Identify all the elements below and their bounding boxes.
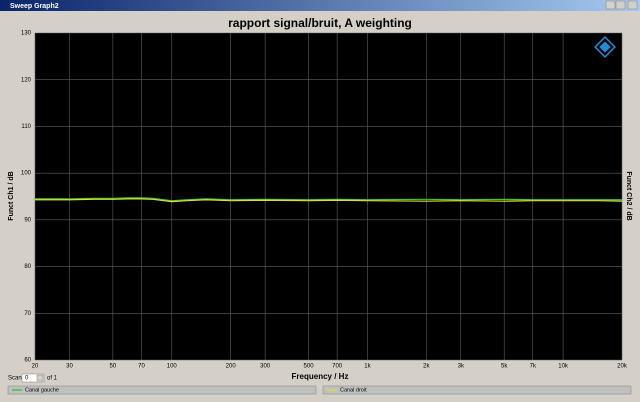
x-tick-label: 70 [138, 364, 145, 370]
x-tick-label: 30 [66, 364, 73, 370]
scan-value: 0 [25, 376, 29, 382]
legend-label: Canal droit [340, 387, 367, 393]
minimize-button[interactable] [605, 0, 616, 10]
legend-label: Canal gauche [25, 387, 59, 393]
y-tick-label: 90 [24, 217, 31, 223]
maximize-button[interactable] [615, 0, 626, 10]
y-tick-label: 70 [24, 311, 31, 317]
scan-select[interactable] [21, 373, 45, 383]
series-line [35, 198, 623, 203]
x-tick-label: 20 [32, 364, 39, 370]
x-tick-label: 300 [260, 364, 271, 370]
series-line [35, 197, 622, 202]
y-tick-label: 120 [21, 77, 32, 83]
x-tick-label: 10k [558, 364, 569, 370]
x-tick-label: 200 [226, 364, 237, 370]
legend: Canal gauche Canal droit [7, 385, 632, 395]
legend-cell [7, 385, 317, 395]
axes: 60 70 80 90 100 110 120 130 20 30 50 70 100 200 300 500… [21, 31, 628, 370]
y-tick-label: 100 [21, 171, 32, 177]
plot-area [35, 33, 622, 360]
y-tick-label: 110 [21, 124, 31, 130]
x-tick-label: 500 [304, 364, 315, 370]
x-tick-label: 50 [110, 364, 117, 370]
window-title: Sweep Graph2 [10, 3, 59, 10]
legend-cell [322, 385, 632, 395]
chart-title: rapport signal/bruit, A weighting [228, 16, 412, 30]
y-tick-label: 80 [24, 264, 31, 270]
x-tick-label: 20k [617, 364, 628, 370]
scan-of: of 1 [47, 376, 58, 382]
x-tick-label: 2k [423, 364, 430, 370]
x-tick-label: 1k [364, 364, 371, 370]
x-axis-label: Frequency / Hz [292, 372, 349, 381]
title-bar [0, 0, 640, 11]
x-tick-label: 5k [501, 364, 508, 370]
y2-axis-label: Funct Ch2 / dB [625, 171, 632, 220]
x-tick-label: 100 [167, 364, 178, 370]
x-tick-label: 7k [530, 364, 537, 370]
logo [594, 36, 616, 58]
y-axis-label: Funct Ch1 / dB [8, 171, 15, 220]
x-tick-label: 3k [458, 364, 465, 370]
close-button[interactable] [627, 0, 638, 10]
scan-label: Scan [8, 376, 22, 382]
scan-dropdown[interactable] [36, 374, 44, 382]
x-tick-label: 700 [332, 364, 343, 370]
y-tick-label: 130 [21, 31, 32, 37]
y-tick-label: 60 [24, 358, 31, 364]
